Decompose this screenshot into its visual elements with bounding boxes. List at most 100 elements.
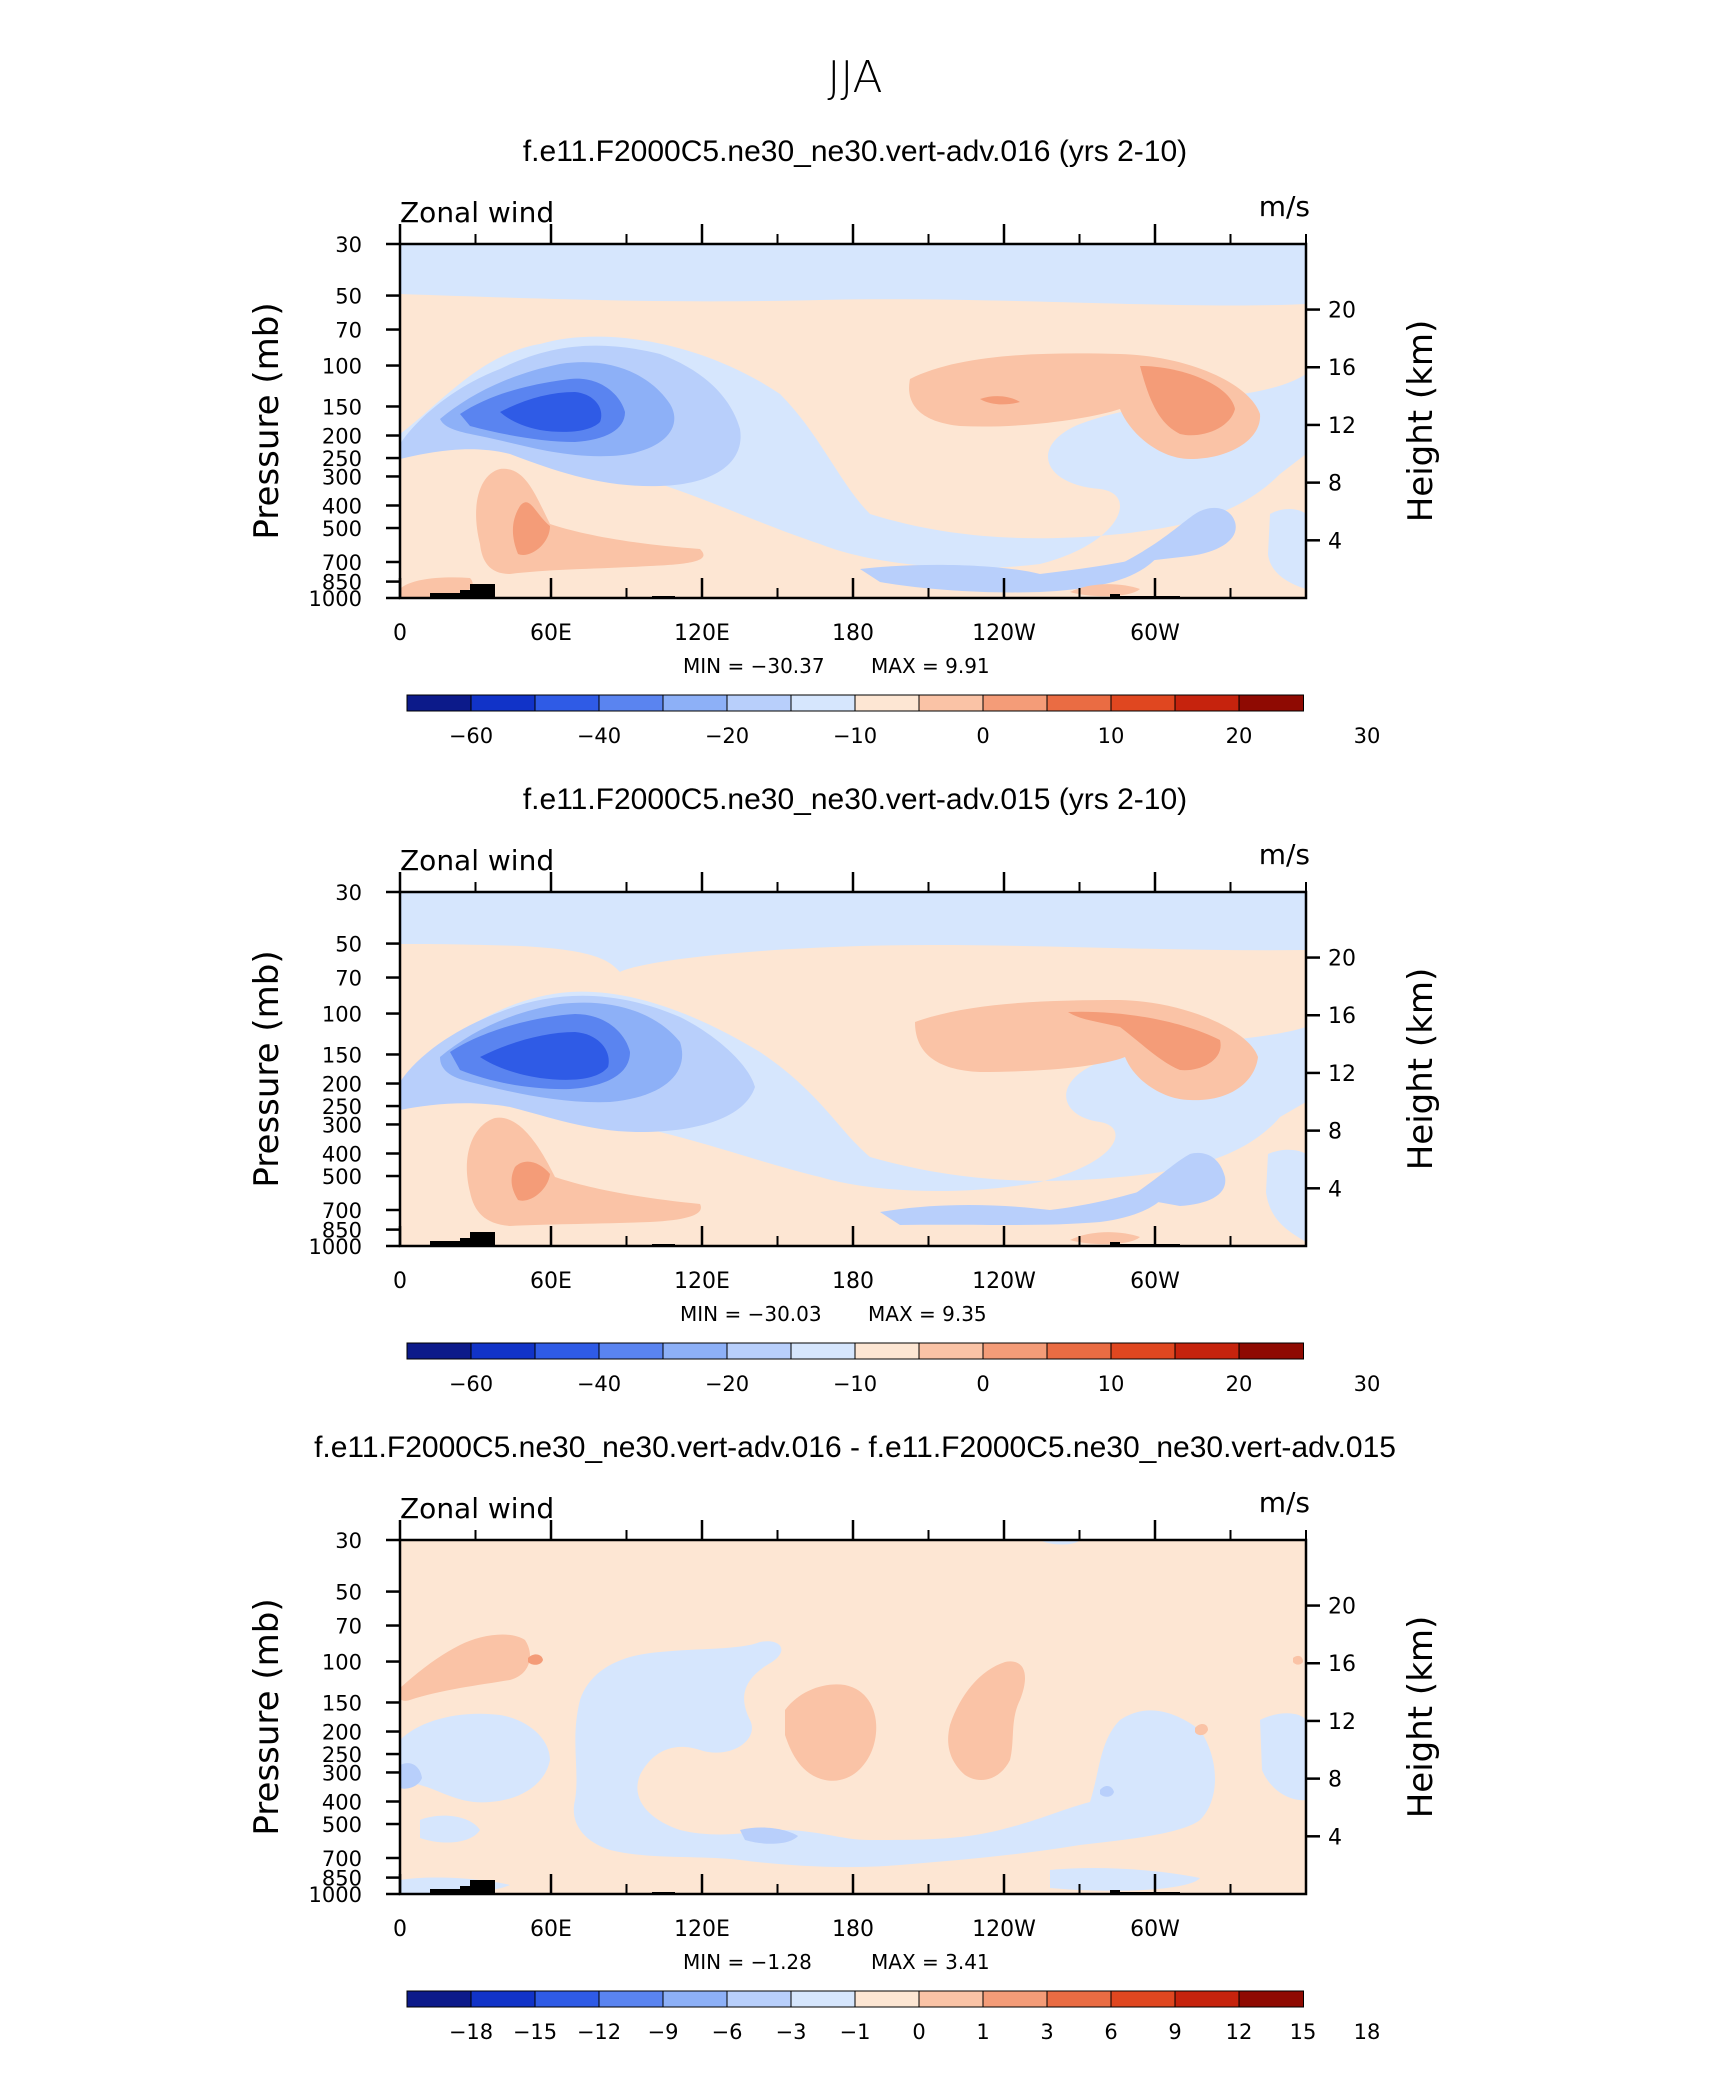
- colorbar-swatch: [1110, 1342, 1176, 1360]
- panel-2: f.e11.F2000C5.ne30_ne30.vert-adv.015 (yr…: [247, 783, 1441, 1396]
- height-tick-label: 4: [1328, 529, 1342, 554]
- colorbar-tick-label: −3: [776, 2020, 807, 2044]
- y-tick-label: 1000: [309, 1235, 362, 1259]
- contour-neg-b: [400, 1713, 550, 1803]
- colorbar-swatch: [726, 1990, 792, 2008]
- contour-strat-easterlies: [400, 244, 1306, 306]
- x-tick-label: 60W: [1130, 621, 1180, 646]
- x-tick-label: 120W: [972, 1917, 1036, 1942]
- x-tick-label: 0: [393, 621, 407, 646]
- colorbar-tick-label: −1: [840, 2020, 871, 2044]
- y-tick-label: 150: [322, 1691, 362, 1715]
- colorbar-swatch: [790, 694, 856, 712]
- height-tick-label: 4: [1328, 1177, 1342, 1202]
- colorbar-swatch: [1110, 694, 1176, 712]
- ylabel-right: Height (km): [1401, 1616, 1441, 1819]
- figure-title: JJA: [827, 52, 882, 103]
- x-tick-label: 180: [832, 1269, 874, 1294]
- max-label: MAX = 9.35: [868, 1302, 987, 1326]
- contour-neg-d: [420, 1815, 480, 1843]
- contour-pos-africa: [400, 1634, 530, 1701]
- colorbar-tick-label: −18: [449, 2020, 493, 2044]
- contour-neg-e: [1050, 1867, 1200, 1891]
- colorbar: −60 −40 −20 −10 0 10 20 30: [406, 1342, 1380, 1396]
- y-tick-label: 30: [335, 233, 362, 257]
- contour-pos-nearsfc: [400, 577, 473, 598]
- y-tick-label: 1000: [309, 587, 362, 611]
- colorbar-swatch: [598, 694, 664, 712]
- y-tick-label: 850: [322, 571, 362, 595]
- colorbar-swatch: [790, 1342, 856, 1360]
- colorbar-tick-label: −60: [449, 1372, 493, 1396]
- x-tick-label: 60E: [530, 1917, 572, 1942]
- colorbar-swatch: [854, 694, 920, 712]
- min-label: MIN = −1.28: [683, 1950, 812, 1974]
- colorbar-swatch: [534, 1342, 600, 1360]
- contour-pos-dot2: [1293, 1655, 1303, 1665]
- colorbar-tick-label: 0: [976, 1372, 989, 1396]
- ylabel-right: Height (km): [1401, 320, 1441, 523]
- x-axis: 0 60E 120E 180 120W 60W: [393, 224, 1307, 646]
- colorbar-swatch: [726, 1342, 792, 1360]
- y-tick-label: 50: [335, 285, 362, 309]
- y-tick-label: 700: [322, 1847, 362, 1871]
- x-tick-label: 60E: [530, 621, 572, 646]
- colorbar-tick-label: −60: [449, 724, 493, 748]
- colorbar-swatch: [854, 1342, 920, 1360]
- contour-neg-lowlevel: [860, 554, 1160, 593]
- height-tick-label: 4: [1328, 1825, 1342, 1850]
- colorbar-tick-label: 18: [1354, 2020, 1381, 2044]
- colorbar-swatch: [982, 1342, 1048, 1360]
- x-tick-label: 120W: [972, 621, 1036, 646]
- variable-label: Zonal wind: [400, 844, 554, 877]
- x-tick-label: 0: [393, 1269, 407, 1294]
- contour-pos-dot1: [1195, 1724, 1208, 1736]
- x-tick-label: 120E: [674, 621, 730, 646]
- colorbar-tick-label: 3: [1040, 2020, 1053, 2044]
- contour-pos-amazon: [1070, 1232, 1140, 1245]
- variable-label: Zonal wind: [400, 196, 554, 229]
- colorbar-swatch: [726, 694, 792, 712]
- colorbar-swatch: [662, 1342, 728, 1360]
- x-tick-label: 180: [832, 621, 874, 646]
- colorbar-swatch: [1174, 1990, 1240, 2008]
- x-tick-label: 60E: [530, 1269, 572, 1294]
- plot-area: [398, 1538, 1308, 1896]
- colorbar-tick-label: 20: [1226, 724, 1253, 748]
- y-tick-label: 500: [322, 517, 362, 541]
- panel-title: f.e11.F2000C5.ne30_ne30.vert-adv.016 (yr…: [523, 135, 1187, 168]
- y-tick-label: 50: [335, 1581, 362, 1605]
- colorbar-swatch: [662, 694, 728, 712]
- panel-3: f.e11.F2000C5.ne30_ne30.vert-adv.016 - f…: [247, 1431, 1441, 2044]
- colorbar-swatch: [982, 1990, 1048, 2008]
- colorbar-tick-label: −9: [648, 2020, 679, 2044]
- contour-neg-a: [573, 1641, 1215, 1868]
- colorbar-tick-label: −12: [577, 2020, 621, 2044]
- colorbar-swatch: [534, 1990, 600, 2008]
- contour-neg-andes: [1120, 507, 1236, 564]
- y-tick-label: 700: [322, 551, 362, 575]
- height-tick-label: 12: [1328, 1710, 1356, 1735]
- colorbar-swatch: [598, 1990, 664, 2008]
- height-tick-label: 12: [1328, 1062, 1356, 1087]
- contour-pos-amazon: [1070, 584, 1140, 597]
- colorbar-tick-label: 15: [1290, 2020, 1317, 2044]
- height-tick-label: 12: [1328, 414, 1356, 439]
- contour-neg-core: [500, 392, 602, 432]
- colorbar-swatch: [470, 694, 536, 712]
- colorbar-tick-label: 20: [1226, 1372, 1253, 1396]
- y-tick-label: 300: [322, 1113, 362, 1137]
- x-tick-label: 180: [832, 1917, 874, 1942]
- max-label: MAX = 3.41: [871, 1950, 990, 1974]
- contour-pos-10: [1068, 1011, 1221, 1071]
- y-tick-label: 200: [322, 1073, 362, 1097]
- contour-pos-small: [980, 396, 1020, 405]
- colorbar-swatch: [1046, 1342, 1112, 1360]
- x-tick-label: 60W: [1130, 1269, 1180, 1294]
- colorbar-swatch: [918, 694, 984, 712]
- colorbar-tick-label: 9: [1168, 2020, 1181, 2044]
- contour-neg-c: [1260, 1713, 1306, 1801]
- plot-area: [398, 890, 1308, 1248]
